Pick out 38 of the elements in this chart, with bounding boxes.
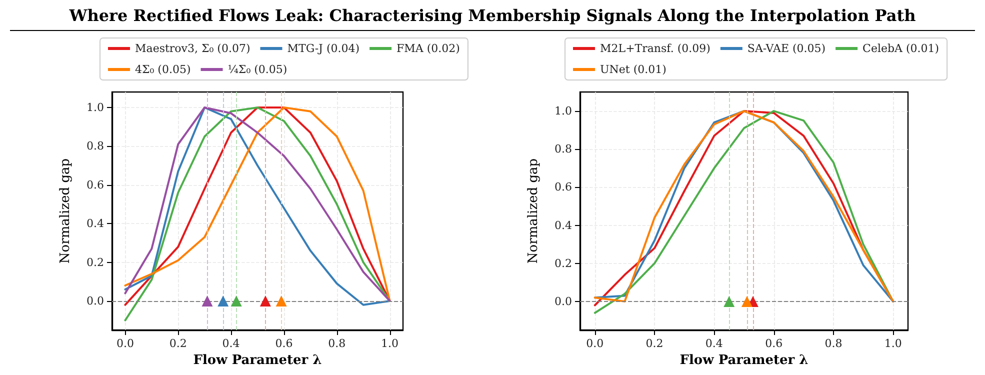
y-tick-label: 0.2 <box>86 256 104 269</box>
x-tick-label: 0.6 <box>765 337 783 350</box>
x-tick-label: 1.0 <box>381 337 399 350</box>
x-tick-label: 0.4 <box>705 337 723 350</box>
y-tick-label: 0.6 <box>86 178 104 192</box>
x-tick-label: 0.2 <box>646 337 664 350</box>
y-tick-label: 1.0 <box>86 100 104 114</box>
x-axis-title: Flow Parameter λ <box>193 352 322 368</box>
text: Where Rectified Flows Leak: Characterising Membership Signals Along the Interpolation Path <box>10 6 975 31</box>
y-tick-label: 0.4 <box>86 217 104 230</box>
legend-label: CelebA (0.01) <box>862 42 940 55</box>
legend-label: MTG-J (0.04) <box>287 42 360 55</box>
y-tick-label: 0.8 <box>86 140 104 153</box>
y-tick-label: 0.4 <box>554 218 572 232</box>
x-axis-title: Flow Parameter λ <box>680 352 808 368</box>
y-axis-title: Normalized gap <box>526 158 541 264</box>
x-tick-label: 0.0 <box>116 337 134 350</box>
legend-label: SA-VAE (0.05) <box>747 42 826 55</box>
legend-label: UNet (0.01) <box>600 63 666 76</box>
x-tick-label: 1.0 <box>884 337 902 350</box>
y-tick-label: 0.6 <box>554 180 572 194</box>
y-tick-label: 0.2 <box>554 256 572 270</box>
legend-label: ¼Σ₀ (0.05) <box>228 63 288 76</box>
legend-label: FMA (0.02) <box>396 42 460 55</box>
legend-label: M2L+Transf. (0.09) <box>600 42 710 55</box>
y-tick-label: 1.0 <box>554 104 572 118</box>
y-tick-label: 0.0 <box>554 294 572 308</box>
x-tick-label: 0.4 <box>222 337 240 350</box>
x-tick-label: 0.8 <box>824 337 842 350</box>
x-tick-label: 0.8 <box>328 337 346 350</box>
y-axis-title: Normalized gap <box>58 158 73 264</box>
legend-label: 4Σ₀ (0.05) <box>135 63 191 76</box>
y-tick-label: 0.8 <box>554 142 572 156</box>
y-tick-label: 0.0 <box>86 294 104 308</box>
legend-label: Maestrov3, Σ₀ (0.07) <box>135 42 250 55</box>
x-tick-label: 0.0 <box>586 337 604 350</box>
x-tick-label: 0.2 <box>169 337 187 350</box>
x-tick-label: 0.6 <box>275 337 293 350</box>
